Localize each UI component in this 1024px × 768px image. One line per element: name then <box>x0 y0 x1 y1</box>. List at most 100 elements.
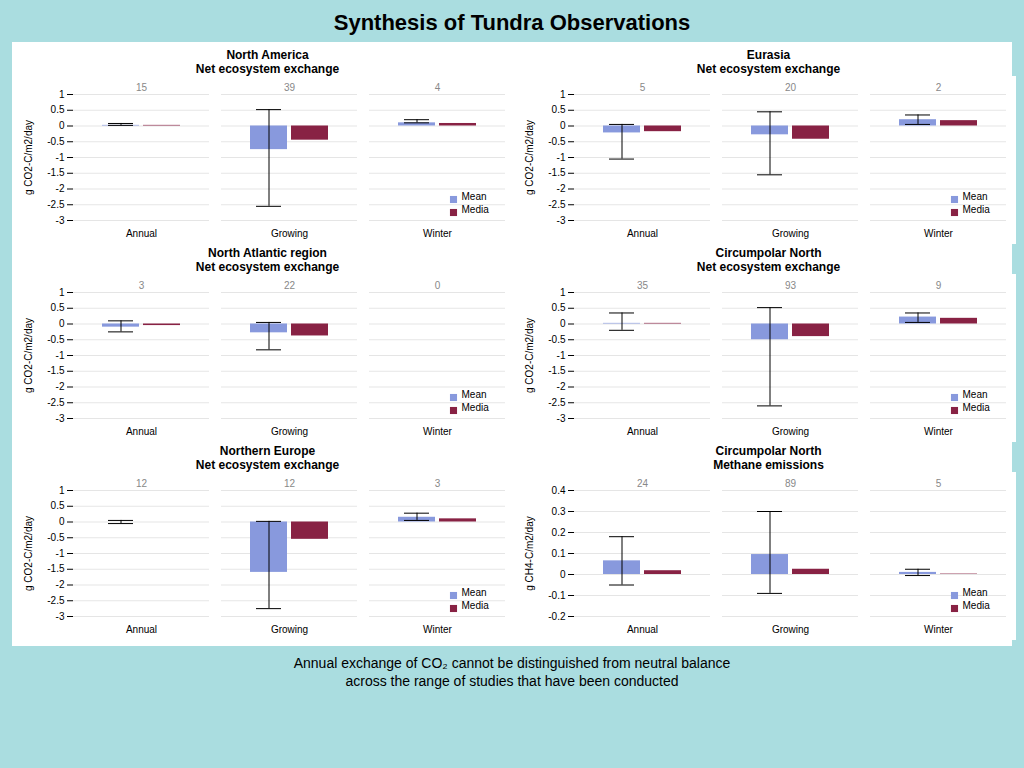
svg-text:Media: Media <box>963 204 991 215</box>
svg-text:24: 24 <box>637 478 649 489</box>
svg-text:0.4: 0.4 <box>552 485 566 496</box>
svg-text:Mean: Mean <box>462 191 487 202</box>
svg-text:-0.5: -0.5 <box>47 136 65 147</box>
svg-text:Growing: Growing <box>772 426 809 437</box>
svg-text:-3: -3 <box>56 215 65 226</box>
svg-text:-2.5: -2.5 <box>548 397 566 408</box>
svg-text:0.1: 0.1 <box>552 548 566 559</box>
svg-text:g CO2-C/m2/day: g CO2-C/m2/day <box>524 120 535 195</box>
svg-text:1: 1 <box>59 287 65 298</box>
svg-text:3: 3 <box>435 478 441 489</box>
svg-text:Growing: Growing <box>271 228 308 239</box>
svg-text:Winter: Winter <box>924 228 954 239</box>
svg-text:5: 5 <box>936 478 942 489</box>
svg-text:4: 4 <box>435 82 441 93</box>
svg-text:-0.5: -0.5 <box>47 334 65 345</box>
svg-text:0.5: 0.5 <box>552 104 566 115</box>
svg-text:-1.5: -1.5 <box>548 167 566 178</box>
svg-text:Winter: Winter <box>423 624 453 635</box>
svg-text:0.5: 0.5 <box>51 302 65 313</box>
svg-text:Annual: Annual <box>627 624 658 635</box>
svg-text:0: 0 <box>435 280 441 291</box>
svg-text:0: 0 <box>560 318 566 329</box>
svg-text:-2: -2 <box>56 579 65 590</box>
svg-text:-0.1: -0.1 <box>548 590 566 601</box>
svg-text:Annual: Annual <box>126 228 157 239</box>
svg-text:-1.5: -1.5 <box>47 365 65 376</box>
svg-text:Mean: Mean <box>462 389 487 400</box>
svg-text:Mean: Mean <box>963 587 988 598</box>
svg-text:-1: -1 <box>56 350 65 361</box>
svg-text:Annual: Annual <box>126 624 157 635</box>
svg-text:-0.5: -0.5 <box>548 334 566 345</box>
svg-text:1: 1 <box>560 287 566 298</box>
svg-text:-3: -3 <box>557 215 566 226</box>
svg-text:2: 2 <box>936 82 942 93</box>
svg-text:Media: Media <box>462 600 490 611</box>
svg-text:Winter: Winter <box>423 426 453 437</box>
svg-text:-1: -1 <box>56 548 65 559</box>
svg-text:-0.2: -0.2 <box>548 611 566 622</box>
svg-text:-2.5: -2.5 <box>548 199 566 210</box>
svg-text:-2: -2 <box>557 183 566 194</box>
svg-text:-2.5: -2.5 <box>47 397 65 408</box>
svg-text:Winter: Winter <box>423 228 453 239</box>
svg-text:-0.5: -0.5 <box>548 136 566 147</box>
svg-text:5: 5 <box>640 82 646 93</box>
svg-text:89: 89 <box>785 478 797 489</box>
svg-text:g CO2-C/m2/day: g CO2-C/m2/day <box>23 516 34 591</box>
svg-text:Annual: Annual <box>126 426 157 437</box>
svg-text:-0.5: -0.5 <box>47 532 65 543</box>
svg-text:-2: -2 <box>56 183 65 194</box>
svg-text:Winter: Winter <box>924 426 954 437</box>
svg-text:-1.5: -1.5 <box>548 365 566 376</box>
svg-text:Mean: Mean <box>963 389 988 400</box>
svg-text:-1: -1 <box>56 152 65 163</box>
svg-text:-3: -3 <box>56 413 65 424</box>
svg-text:93: 93 <box>785 280 797 291</box>
svg-text:-2.5: -2.5 <box>47 199 65 210</box>
svg-text:g CO2-C/m2/day: g CO2-C/m2/day <box>23 120 34 195</box>
svg-text:0: 0 <box>59 516 65 527</box>
svg-text:0: 0 <box>560 120 566 131</box>
svg-text:0.2: 0.2 <box>552 527 566 538</box>
svg-text:0.5: 0.5 <box>51 104 65 115</box>
svg-text:0.5: 0.5 <box>51 500 65 511</box>
svg-text:12: 12 <box>284 478 296 489</box>
svg-text:-2.5: -2.5 <box>47 595 65 606</box>
svg-text:Media: Media <box>462 204 490 215</box>
svg-text:-1.5: -1.5 <box>47 563 65 574</box>
svg-text:-3: -3 <box>56 611 65 622</box>
svg-text:Growing: Growing <box>271 426 308 437</box>
svg-text:0: 0 <box>560 569 566 580</box>
svg-text:22: 22 <box>284 280 296 291</box>
svg-text:1: 1 <box>560 89 566 100</box>
svg-text:-1: -1 <box>557 350 566 361</box>
svg-text:Media: Media <box>462 402 490 413</box>
svg-text:1: 1 <box>59 485 65 496</box>
svg-text:Mean: Mean <box>963 191 988 202</box>
svg-text:39: 39 <box>284 82 296 93</box>
svg-text:Media: Media <box>963 600 991 611</box>
svg-text:Winter: Winter <box>924 624 954 635</box>
svg-text:-2: -2 <box>56 381 65 392</box>
svg-text:-1: -1 <box>557 152 566 163</box>
svg-text:Growing: Growing <box>772 228 809 239</box>
svg-text:Annual: Annual <box>627 228 658 239</box>
svg-text:1: 1 <box>59 89 65 100</box>
svg-text:0.3: 0.3 <box>552 506 566 517</box>
svg-text:Growing: Growing <box>271 624 308 635</box>
svg-text:3: 3 <box>139 280 145 291</box>
svg-text:g CO2-C/m2/day: g CO2-C/m2/day <box>23 318 34 393</box>
svg-text:-1.5: -1.5 <box>47 167 65 178</box>
svg-text:12: 12 <box>136 478 148 489</box>
svg-text:35: 35 <box>637 280 649 291</box>
svg-text:0: 0 <box>59 318 65 329</box>
svg-text:Annual: Annual <box>627 426 658 437</box>
svg-text:-3: -3 <box>557 413 566 424</box>
svg-text:g CO2-C/m2/day: g CO2-C/m2/day <box>524 318 535 393</box>
svg-text:Growing: Growing <box>772 624 809 635</box>
svg-text:0.5: 0.5 <box>552 302 566 313</box>
svg-text:-2: -2 <box>557 381 566 392</box>
svg-text:Mean: Mean <box>462 587 487 598</box>
